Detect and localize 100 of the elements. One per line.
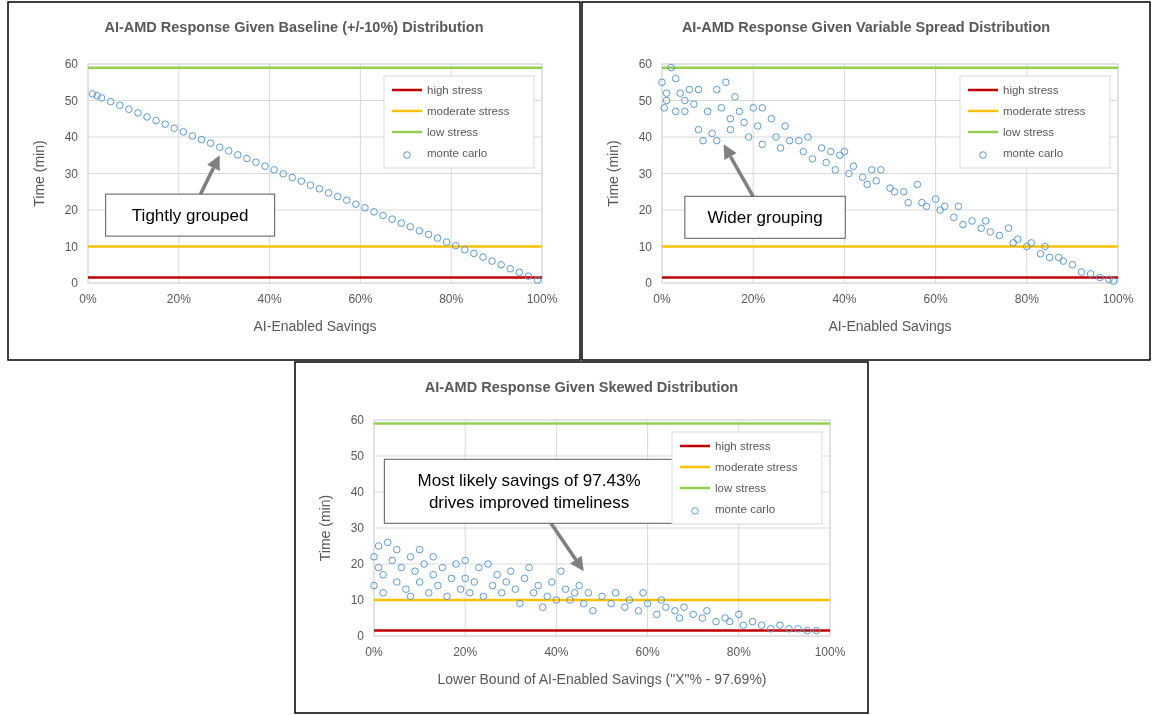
point (461, 245, 469, 254)
x-tick-label: 80% (1014, 292, 1040, 306)
point (415, 227, 424, 235)
point (224, 147, 233, 155)
x-tick-label: 0% (79, 292, 97, 306)
x-tick-label: 100% (814, 645, 846, 659)
point (315, 185, 324, 193)
point (370, 208, 378, 216)
point (93, 91, 101, 100)
y-tick-label: 40 (350, 485, 365, 499)
point (152, 116, 160, 125)
point (161, 120, 169, 129)
legend-label: moderate stress (715, 461, 798, 473)
x-tick-label: 20% (166, 292, 192, 306)
y-tick-label: 40 (64, 130, 79, 144)
point (115, 101, 124, 110)
y-tick-label: 40 (638, 130, 653, 144)
point (397, 219, 406, 227)
x-tick-label: 100% (1102, 292, 1134, 306)
point (388, 215, 396, 223)
legend-label: low stress (715, 482, 767, 494)
point (479, 253, 487, 261)
x-tick-label: 60% (635, 645, 660, 659)
point (533, 276, 542, 284)
point (288, 173, 297, 182)
y-tick-label: 10 (638, 239, 653, 254)
y-tick-label: 10 (64, 239, 79, 254)
point (143, 113, 151, 121)
y-tick-label: 30 (350, 521, 365, 535)
point (379, 211, 387, 220)
x-tick-label: 40% (257, 292, 282, 306)
point (433, 234, 442, 242)
point (297, 177, 306, 185)
point (188, 132, 197, 140)
y-tick-label: 0 (645, 276, 653, 290)
point (97, 94, 106, 102)
y-tick-label: 30 (64, 166, 79, 181)
y-tick-label: 60 (638, 57, 653, 71)
annotation: Tightly grouped (131, 206, 249, 226)
legend-label: high stress (427, 84, 483, 96)
point (179, 128, 188, 136)
x-axis-title: AI-Enabled Savings (828, 318, 952, 334)
point (197, 135, 206, 144)
y-axis-title: Time (min) (317, 494, 333, 562)
point (134, 109, 142, 117)
annotation: Most likely savings of 97.43% drives improved timeliness (417, 471, 641, 513)
y-tick-label: 0 (357, 629, 365, 643)
x-tick-label: 100% (526, 292, 558, 306)
point (352, 200, 360, 208)
y-tick-label: 50 (350, 449, 365, 463)
y-axis-title: Time (min) (605, 140, 621, 207)
y-tick-label: 50 (64, 93, 79, 108)
x-tick-label: 40% (832, 292, 857, 306)
x-axis-title: AI-Enabled Savings (253, 318, 377, 334)
y-tick-label: 30 (638, 166, 653, 181)
legend-label: monte carlo (1003, 147, 1064, 159)
point (506, 264, 515, 273)
point (170, 124, 179, 133)
y-tick-label: 20 (64, 203, 79, 217)
point (342, 196, 351, 204)
point (106, 97, 115, 106)
point (406, 222, 415, 231)
x-tick-label: 20% (453, 645, 478, 659)
y-tick-label: 50 (638, 93, 653, 108)
point (88, 90, 97, 98)
point (270, 166, 278, 174)
legend-label: high stress (1003, 84, 1059, 96)
point (125, 105, 133, 114)
point (424, 230, 433, 239)
point (252, 158, 260, 166)
x-tick-label: 60% (923, 292, 948, 306)
legend-label: low stress (427, 126, 479, 138)
chart-title: AI-AMD Response Given Baseline (+/-10%) Distribution (104, 19, 484, 35)
legend-label: high stress (715, 440, 771, 452)
y-tick-label: 10 (350, 593, 365, 607)
x-tick-label: 0% (365, 645, 383, 659)
legend-label: moderate stress (1003, 105, 1086, 117)
chart-title: AI-AMD Response Given Skewed Distribution (424, 379, 739, 395)
x-tick-label: 60% (348, 292, 373, 306)
y-tick-label: 20 (350, 557, 365, 571)
point (243, 154, 251, 163)
y-tick-label: 60 (64, 57, 79, 71)
x-axis-title: Lower Bound of AI-Enabled Savings ("X"% - 97.69%) (437, 671, 767, 687)
legend-label: monte carlo (427, 147, 488, 159)
point (515, 268, 524, 277)
annotation: Wider grouping (707, 208, 823, 228)
point (234, 151, 242, 159)
point (324, 189, 333, 197)
point (261, 162, 269, 170)
x-tick-label: 20% (741, 292, 766, 306)
x-tick-label: 40% (544, 645, 569, 659)
point (333, 192, 342, 201)
y-tick-label: 20 (638, 203, 653, 217)
x-tick-label: 80% (726, 645, 752, 659)
point (215, 143, 224, 152)
point (279, 170, 288, 178)
legend-label: low stress (1003, 126, 1055, 138)
x-tick-label: 0% (653, 292, 671, 306)
y-axis-title: Time (min) (31, 140, 47, 207)
point (524, 272, 533, 280)
